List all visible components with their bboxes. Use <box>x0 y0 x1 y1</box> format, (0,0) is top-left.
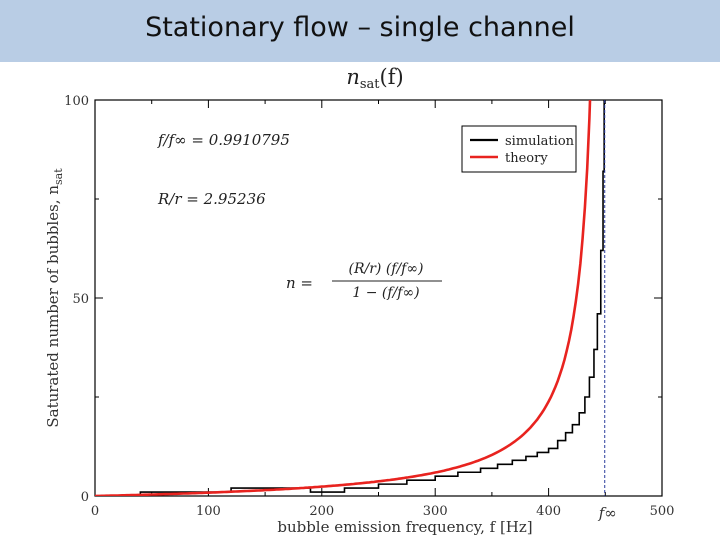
legend-box <box>461 125 577 173</box>
x-tick-label: 0 <box>91 504 99 519</box>
formula-denominator: 1 − (f/f∞) <box>352 285 419 301</box>
f-inf-layer: f∞ <box>598 100 617 522</box>
x-tick-label: 300 <box>423 504 448 519</box>
f-inf-label: f∞ <box>598 504 617 522</box>
formula-lhs: n = <box>286 274 313 292</box>
x-tick-label: 500 <box>650 504 675 519</box>
annotation-ratio-r: R/r = 2.95236 <box>157 190 266 208</box>
legend: simulation theory <box>461 125 577 173</box>
chart-title: nsat(f) <box>346 65 403 92</box>
annotation-ratio-f: f/f∞ = 0.9910795 <box>157 131 290 149</box>
y-axis-label: Saturated number of bubbles, nsat <box>44 168 65 428</box>
series-layer <box>95 100 605 496</box>
formula-numerator: (R/r) (f/f∞) <box>349 261 424 277</box>
series-theory-line <box>95 100 592 496</box>
series-simulation-line <box>95 100 605 496</box>
y-tick-label: 0 <box>81 490 89 505</box>
chart-title-main: n <box>346 65 360 89</box>
x-tick-label: 400 <box>536 504 561 519</box>
y-tick-label: 100 <box>64 94 89 109</box>
legend-label-theory: theory <box>505 151 548 166</box>
chart-title-sub: sat <box>360 77 380 92</box>
slide-title: Stationary flow – single channel <box>145 12 575 43</box>
x-tick-label: 200 <box>309 504 334 519</box>
title-bar <box>0 0 720 62</box>
legend-label-simulation: simulation <box>505 134 575 149</box>
x-axis-label: bubble emission frequency, f [Hz] <box>277 518 532 536</box>
x-tick-label: 100 <box>196 504 221 519</box>
y-tick-label: 50 <box>72 292 89 307</box>
chart-title-arg: (f) <box>380 65 404 89</box>
formula: n = (R/r) (f/f∞) 1 − (f/f∞) <box>286 261 442 301</box>
axis-ticks: 0 100 200 300 400 500 0 50 100 <box>64 94 674 519</box>
